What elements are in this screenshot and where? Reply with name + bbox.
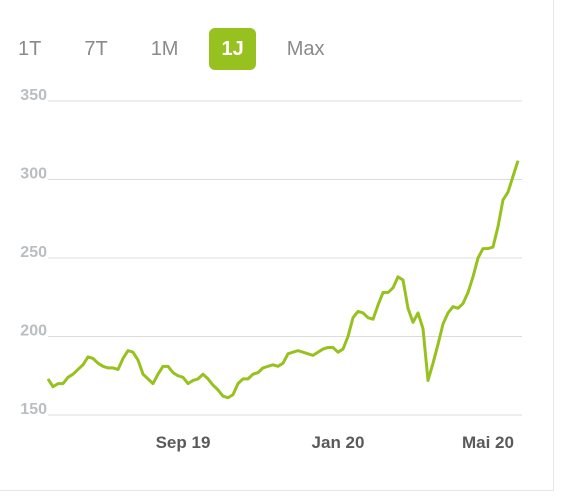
chart: 150 200 250 300 350 Sep 19 Jan 20 Mai 20 (20, 87, 522, 452)
price-line (46, 160, 520, 400)
y-tick-label: 150 (20, 401, 47, 418)
range-selector: 1T 7T 1M 1J Max (6, 28, 356, 70)
range-button[interactable]: 1T (18, 38, 42, 60)
range-button[interactable]: Max (286, 38, 325, 60)
x-tick-label: Sep 19 (156, 433, 211, 452)
y-tick-label: 200 (20, 323, 47, 340)
y-tick-label: 350 (20, 87, 47, 104)
chart-card: 1T 7T 1M 1J Max 150 200 250 300 350 Sep 19 Jan 20 M… (0, 0, 554, 491)
y-tick-label: 300 (20, 166, 47, 183)
range-button[interactable]: 1M (150, 38, 179, 60)
range-button[interactable]: 7T (84, 38, 108, 60)
x-tick-label: Jan 20 (312, 433, 365, 452)
y-tick-label: 250 (20, 244, 47, 261)
x-tick-label: Mai 20 (462, 433, 514, 452)
range-button[interactable]: 1J (209, 28, 256, 70)
